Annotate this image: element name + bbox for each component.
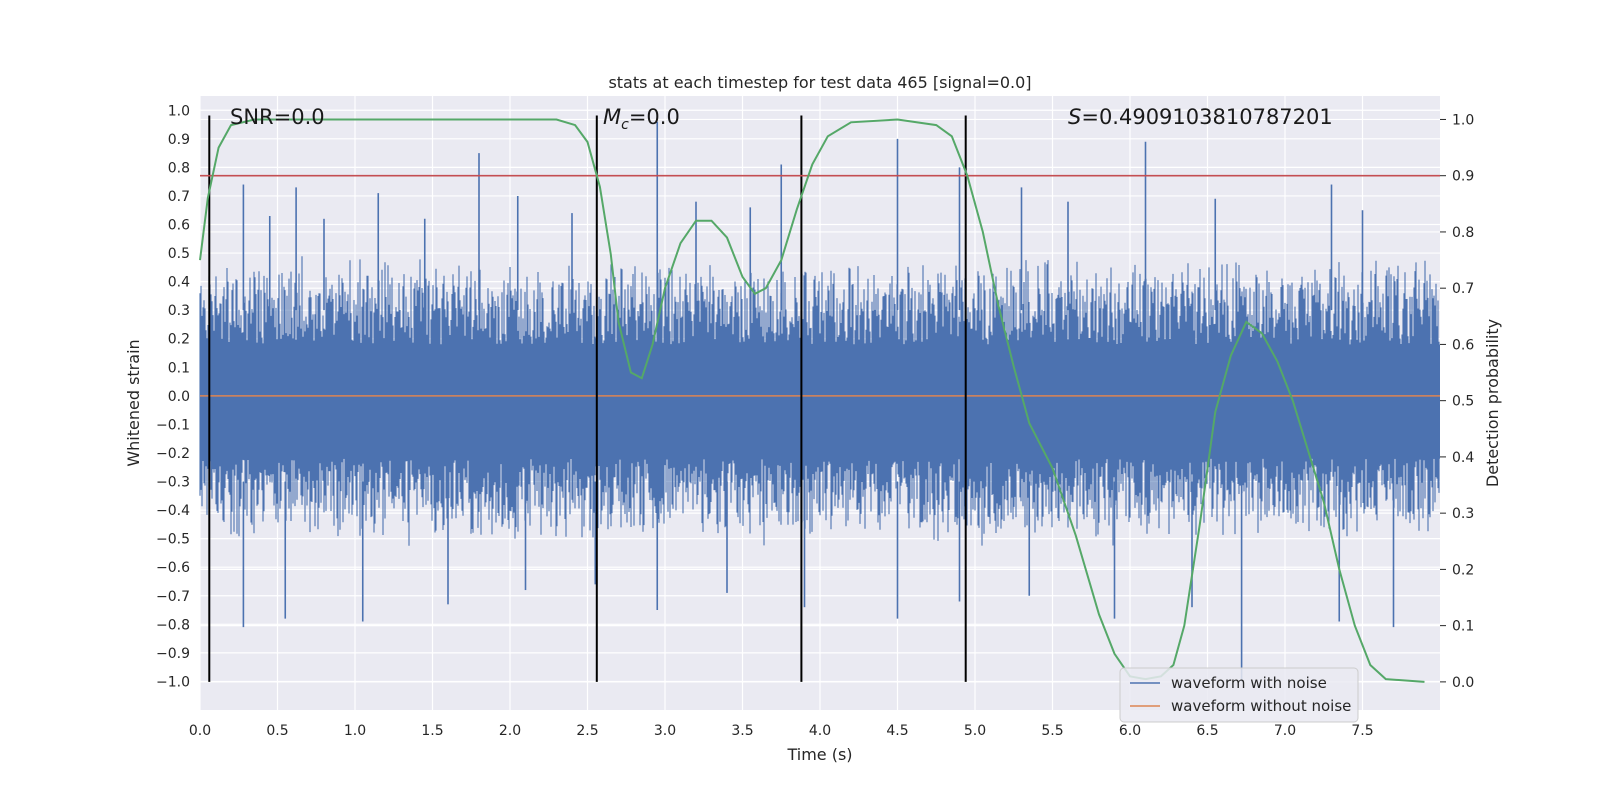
y-tick-label: 0.2 [168,332,190,348]
y-tick-label: 0.5 [168,246,190,262]
y-tick-label: 1.0 [168,103,190,119]
y2-tick-label: 0.2 [1452,562,1474,578]
x-tick-label: 3.5 [731,723,753,739]
detection-probability-line [199,118,1425,683]
y2-tick-label: 0.9 [1452,169,1474,185]
y2-axis-label: Detection probability [1483,319,1502,487]
y-tick-label: 0.7 [168,189,190,205]
mc-annotation: Mc=0.0 [603,105,680,133]
y2-tick-label: 0.8 [1452,225,1474,241]
y-tick-label: −0.2 [156,446,190,462]
y-tick-label: −0.6 [156,560,190,576]
y2-tick-label: 0.1 [1452,619,1474,635]
x-tick-label: 0.0 [189,723,211,739]
x-tick-label: 6.5 [1196,723,1218,739]
y-axis-ticks: 1.0 0.9 0.8 0.7 0.6 0.5 0.4 0.3 0.2 0.1 0.0 −0.1 −0.… [156,103,190,690]
y2-tick-label: 1.0 [1452,112,1474,128]
x-axis-label: Time (s) [786,745,852,764]
event-markers [208,115,967,682]
y-tick-label: 0.6 [168,218,190,234]
y2-tick-label: 0.3 [1452,506,1474,522]
x-axis-ticks: 0.0 0.5 1.0 1.5 2.0 2.5 3.0 3.5 4.0 4.5 5.0 5.5 6.0 6… [189,723,1374,739]
x-tick-label: 2.0 [499,723,521,739]
y-tick-label: −0.3 [156,475,190,491]
s-symbol: S [1068,105,1081,129]
x-tick-label: 4.0 [809,723,831,739]
noise-trace [199,256,1440,546]
s-value: =0.4909103810787201 [1081,105,1332,129]
y2-tick-label: 0.7 [1452,281,1474,297]
x-tick-label: 1.0 [344,723,366,739]
x-tick-label: 7.0 [1274,723,1296,739]
x-tick-label: 3.0 [654,723,676,739]
y-tick-label: −0.8 [156,617,190,633]
x-tick-label: 7.5 [1351,723,1373,739]
y-tick-label: 0.8 [168,160,190,176]
y-tick-label: 0.0 [168,389,190,405]
y-tick-label: 0.1 [168,360,190,376]
x-tick-label: 1.5 [421,723,443,739]
snr-annotation: SNR=0.0 [230,105,325,129]
y-tick-label: −0.5 [156,532,190,548]
y-tick-label: −0.7 [156,589,190,605]
waveform-with-noise-series [199,121,1440,682]
y-axis-label: Whitened strain [124,339,143,466]
y-tick-label: −0.4 [156,503,190,519]
x-tick-label: 5.0 [964,723,986,739]
legend-label-clean: waveform without noise [1171,697,1351,715]
y-tick-label: 0.3 [168,303,190,319]
y2-tick-label: 0.5 [1452,394,1474,410]
legend: waveform with noise waveform without noi… [1119,667,1359,723]
x-tick-label: 6.0 [1119,723,1141,739]
detection-probability-series [199,118,1425,683]
y2-axis-ticks: 1.0 0.9 0.8 0.7 0.6 0.5 0.4 0.3 0.2 0.1 0.0 [1440,112,1474,691]
legend-box [1119,667,1359,723]
mc-value: =0.0 [629,105,680,129]
y-tick-label: −1.0 [156,674,190,690]
chart-title: stats at each timestep for test data 465… [608,73,1031,92]
legend-label-noise: waveform with noise [1171,674,1327,692]
x-tick-label: 5.5 [1041,723,1063,739]
y-tick-label: −0.1 [156,417,190,433]
mc-symbol: M [603,105,621,129]
x-tick-label: 4.5 [886,723,908,739]
s-annotation: S=0.4909103810787201 [1068,105,1333,129]
mc-subscript: c [621,117,629,133]
y2-tick-label: 0.0 [1452,675,1474,691]
y-tick-label: 0.4 [168,275,190,291]
x-tick-label: 0.5 [266,723,288,739]
y-tick-label: 0.9 [168,132,190,148]
y2-tick-label: 0.4 [1452,450,1474,466]
x-tick-label: 2.5 [576,723,598,739]
y2-tick-label: 0.6 [1452,337,1474,353]
y-tick-label: −0.9 [156,646,190,662]
